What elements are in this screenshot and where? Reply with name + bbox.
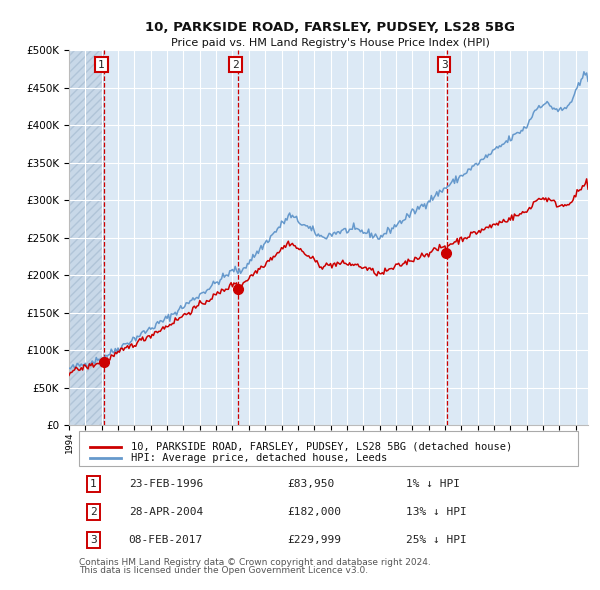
Text: 2: 2 [90,507,97,517]
Text: Contains HM Land Registry data © Crown copyright and database right 2024.: Contains HM Land Registry data © Crown c… [79,558,431,566]
Text: 2: 2 [232,60,239,70]
Text: 10, PARKSIDE ROAD, FARSLEY, PUDSEY, LS28 5BG (detached house): 10, PARKSIDE ROAD, FARSLEY, PUDSEY, LS28… [131,441,512,451]
Text: This data is licensed under the Open Government Licence v3.0.: This data is licensed under the Open Gov… [79,566,368,575]
Bar [69,50,104,425]
Text: 13% ↓ HPI: 13% ↓ HPI [406,507,467,517]
Text: HPI: Average price, detached house, Leeds: HPI: Average price, detached house, Leed… [131,453,388,463]
FancyBboxPatch shape [79,431,578,467]
Text: 23-FEB-1996: 23-FEB-1996 [128,479,203,489]
Text: £229,999: £229,999 [287,535,341,545]
Text: 1: 1 [90,479,97,489]
Text: 10, PARKSIDE ROAD, FARSLEY, PUDSEY, LS28 5BG: 10, PARKSIDE ROAD, FARSLEY, PUDSEY, LS28… [145,21,515,34]
Text: 25% ↓ HPI: 25% ↓ HPI [406,535,467,545]
Text: £83,950: £83,950 [287,479,334,489]
Text: 08-FEB-2017: 08-FEB-2017 [128,535,203,545]
Text: Price paid vs. HM Land Registry's House Price Index (HPI): Price paid vs. HM Land Registry's House … [170,38,490,48]
Text: 3: 3 [90,535,97,545]
Text: 3: 3 [441,60,448,70]
Text: £182,000: £182,000 [287,507,341,517]
Text: 1: 1 [98,60,105,70]
Text: 28-APR-2004: 28-APR-2004 [128,507,203,517]
Text: 1% ↓ HPI: 1% ↓ HPI [406,479,460,489]
